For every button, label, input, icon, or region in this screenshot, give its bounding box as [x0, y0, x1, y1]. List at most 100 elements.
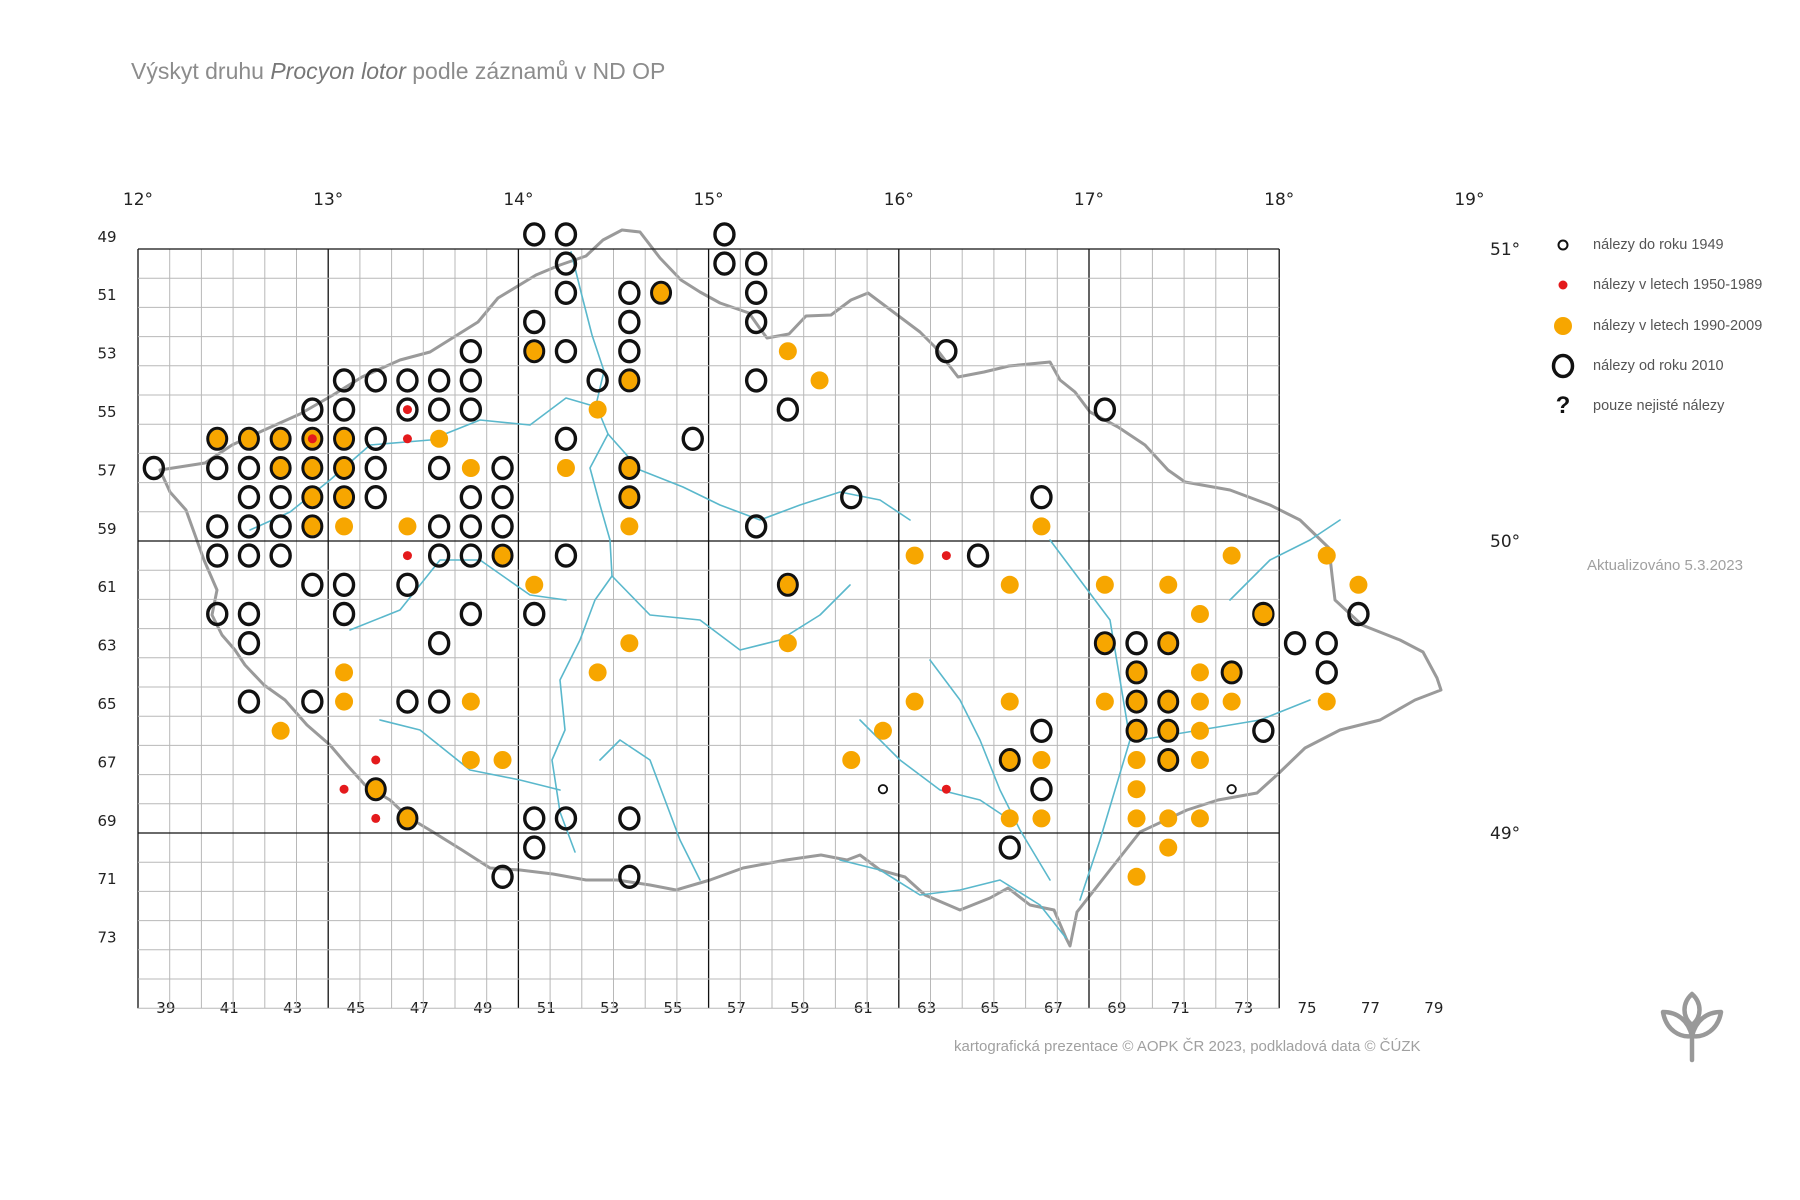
record-since-2010 [427, 397, 451, 422]
record-since-2010 [332, 368, 356, 393]
record-since-2010 [396, 806, 419, 831]
record-1990-2009 [1127, 751, 1146, 769]
record-1990-2009 [905, 692, 924, 711]
record-since-2010 [1252, 718, 1275, 743]
record-since-2010 [269, 514, 292, 539]
red-dot-icon [1558, 280, 1568, 290]
record-1990-2009 [1127, 867, 1146, 886]
record-1990-2009 [525, 575, 544, 594]
record-since-2010 [427, 631, 451, 656]
record-since-2010 [744, 280, 768, 305]
record-since-2010 [681, 426, 704, 451]
record-1990-2009 [1159, 838, 1178, 857]
record-1990-2009 [271, 459, 290, 477]
longitude-label: 15° [694, 190, 724, 210]
latitude-label: 50° [1490, 532, 1520, 552]
record-since-2010 [618, 864, 641, 889]
legend-label: pouze nejisté nálezy [1593, 398, 1725, 414]
record-1990-2009 [208, 429, 227, 448]
record-since-2010 [1125, 718, 1148, 743]
grid-row-labels: 49 51 53 55 57 59 61 63 65 67 69 71 73 [97, 228, 116, 947]
record-1990-2009 [1159, 575, 1178, 594]
record-1990-2009 [652, 283, 671, 302]
record-since-2010 [459, 543, 483, 568]
record-1990-2009 [1127, 721, 1146, 740]
record-since-2010 [1030, 485, 1053, 510]
record-since-2010 [237, 601, 261, 627]
record-1990-2009 [366, 780, 385, 799]
legend-label: nálezy do roku 1949 [1593, 237, 1724, 253]
record-1990-2009 [398, 517, 417, 536]
grid-lines [137, 248, 1280, 1009]
record-since-2010 [618, 368, 641, 393]
record-1990-2009 [1000, 751, 1019, 769]
latitude-label: 51° [1490, 240, 1520, 260]
record-since-2010 [206, 426, 229, 451]
record-since-2010 [142, 455, 166, 481]
record-1990-2009 [1159, 751, 1178, 769]
record-since-2010 [966, 543, 990, 568]
record-since-2010 [554, 806, 578, 831]
record-since-2010 [459, 601, 483, 627]
record-since-2010 [364, 455, 387, 481]
longitude-label: 19° [1454, 190, 1484, 210]
record-1990-2009 [398, 809, 417, 828]
record-since-2010 [998, 748, 1021, 772]
record-1990-2009 [1317, 692, 1336, 711]
record-since-2010 [998, 835, 1021, 860]
longitude-label: 14° [503, 190, 533, 210]
record-1990-2009 [303, 517, 322, 536]
record-since-2010 [333, 456, 356, 480]
record-1990-2009 [1317, 546, 1336, 565]
legend-item-since2010: nálezy od roku 2010 [1545, 353, 1724, 379]
record-since-2010 [554, 251, 578, 276]
record-1990-2009 [1159, 634, 1178, 653]
record-1990-2009 [778, 575, 797, 594]
latitude-labels: 51° 50° 49° [1490, 240, 1520, 844]
record-since-2010 [1157, 748, 1180, 772]
record-1990-2009 [303, 488, 322, 507]
record-1990-2009 [556, 459, 575, 477]
record-since-2010 [744, 368, 768, 393]
record-1990-2009 [778, 342, 797, 361]
legend-item-uncertain: ? pouze nejisté nálezy [1545, 392, 1725, 419]
legend-label: nálezy v letech 1990-2009 [1593, 318, 1763, 334]
record-since-2010 [237, 485, 261, 510]
record-since-2010 [301, 514, 324, 539]
row-label: 67 [97, 753, 116, 771]
longitude-label: 17° [1074, 190, 1104, 210]
record-since-2010 [776, 397, 800, 422]
river-morava [1049, 539, 1131, 901]
record-since-2010 [776, 572, 799, 597]
record-1990-2009 [1095, 634, 1114, 653]
record-since-2010 [301, 689, 324, 714]
record-1990-2009 [588, 400, 607, 419]
column-label: 75 [1298, 999, 1317, 1017]
record-since-2010 [491, 543, 514, 568]
river-sazava [611, 575, 851, 651]
river-odra [1229, 519, 1341, 601]
record-since-2010 [206, 601, 229, 627]
record-1990-2009 [1159, 809, 1178, 828]
record-1950-1989 [371, 813, 381, 823]
record-1990-2009 [1349, 575, 1368, 594]
record-1990-2009 [1222, 663, 1241, 682]
record-1990-2009 [1254, 605, 1273, 623]
record-since-2010 [459, 397, 483, 422]
record-1990-2009 [1190, 663, 1209, 682]
record-since-2010 [269, 543, 292, 568]
column-label: 79 [1424, 999, 1443, 1017]
record-since-2010 [491, 514, 514, 539]
record-since-2010 [237, 631, 261, 656]
record-1990-2009 [1032, 751, 1051, 769]
record-since-2010 [618, 806, 641, 831]
record-since-2010 [523, 835, 546, 860]
record-1990-2009 [303, 459, 322, 477]
record-1950-1989 [941, 551, 951, 561]
river-elbe-vltava [551, 251, 613, 853]
record-since-2010 [301, 485, 324, 510]
row-label: 49 [97, 228, 116, 246]
record-since-2010 [332, 572, 356, 597]
record-1990-2009 [1095, 692, 1114, 711]
record-1990-2009 [1190, 809, 1209, 828]
